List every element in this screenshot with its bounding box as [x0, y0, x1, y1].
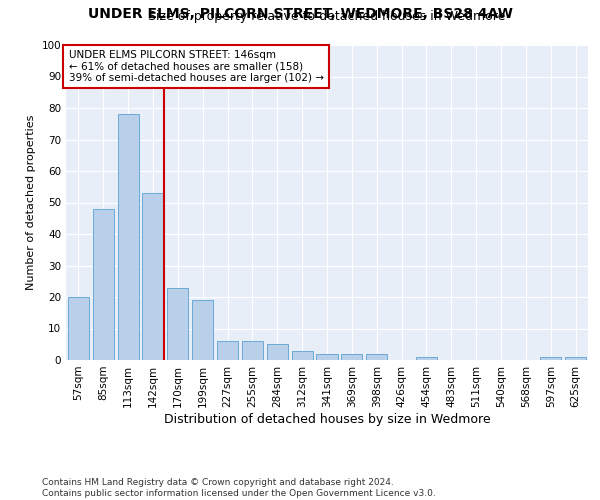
X-axis label: Distribution of detached houses by size in Wedmore: Distribution of detached houses by size …	[164, 412, 490, 426]
Bar	[565, 357, 586, 360]
Bar	[192, 300, 213, 360]
Bar	[416, 357, 437, 360]
Bar	[217, 341, 238, 360]
Bar	[267, 344, 288, 360]
Bar	[292, 350, 313, 360]
Bar	[540, 357, 561, 360]
Title: Size of property relative to detached houses in Wedmore: Size of property relative to detached ho…	[148, 10, 506, 23]
Bar	[167, 288, 188, 360]
Text: UNDER ELMS PILCORN STREET: 146sqm
← 61% of detached houses are smaller (158)
39%: UNDER ELMS PILCORN STREET: 146sqm ← 61% …	[68, 50, 323, 83]
Bar	[242, 341, 263, 360]
Text: Contains HM Land Registry data © Crown copyright and database right 2024.
Contai: Contains HM Land Registry data © Crown c…	[42, 478, 436, 498]
Bar	[366, 354, 387, 360]
Bar	[316, 354, 338, 360]
Bar	[68, 297, 89, 360]
Bar	[341, 354, 362, 360]
Bar	[93, 209, 114, 360]
Bar	[118, 114, 139, 360]
Bar	[142, 193, 164, 360]
Y-axis label: Number of detached properties: Number of detached properties	[26, 115, 36, 290]
Text: UNDER ELMS, PILCORN STREET, WEDMORE, BS28 4AW: UNDER ELMS, PILCORN STREET, WEDMORE, BS2…	[88, 8, 512, 22]
